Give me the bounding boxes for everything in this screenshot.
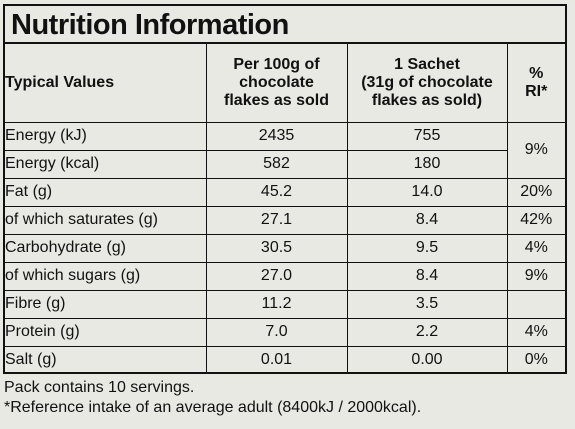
row-sachet: 8.4 — [346, 205, 508, 235]
row-per100: 27.1 — [205, 205, 348, 235]
table-row: Energy (kcal) 582 180 — [5, 149, 565, 179]
row-per100: 582 — [205, 149, 348, 179]
row-ri: 9% — [506, 261, 565, 291]
header-per-100g-line2: chocolate — [239, 73, 314, 91]
nutrition-panel: Nutrition Information Typical Values Per… — [3, 4, 567, 374]
table-row: Carbohydrate (g) 30.5 9.5 4% — [5, 233, 565, 263]
row-label: Energy (kJ) — [5, 121, 207, 151]
reference-intake-note: *Reference intake of an average adult (8… — [4, 399, 422, 416]
row-per100: 45.2 — [205, 177, 348, 207]
header-sachet-line1: 1 Sachet — [394, 55, 460, 73]
row-label: Carbohydrate (g) — [5, 233, 207, 263]
row-label: Energy (kcal) — [5, 149, 207, 179]
table-row: Protein (g) 7.0 2.2 4% — [5, 317, 565, 347]
header-sachet-line3: flakes as sold) — [371, 91, 483, 109]
table-row: of which saturates (g) 27.1 8.4 42% — [5, 205, 565, 235]
header-ri: % RI* — [506, 44, 565, 123]
footnotes: Pack contains 10 servings. *Reference in… — [4, 378, 421, 418]
row-ri: 0% — [506, 345, 565, 374]
header-per-sachet: 1 Sachet (31g of chocolate flakes as sol… — [346, 44, 508, 123]
row-per100: 7.0 — [205, 317, 348, 347]
header-per-100g-line3: flakes as sold — [224, 91, 329, 109]
row-sachet: 180 — [346, 149, 507, 179]
panel-title: Nutrition Information — [5, 6, 565, 44]
header-per-100g-line1: Per 100g of — [233, 55, 320, 73]
row-per100: 0.01 — [205, 345, 348, 374]
row-ri — [506, 289, 565, 319]
row-label: Salt (g) — [5, 345, 207, 374]
row-label: Fibre (g) — [5, 289, 207, 319]
row-per100: 30.5 — [205, 233, 348, 263]
row-sachet: 9.5 — [346, 233, 508, 263]
row-ri: 20% — [506, 177, 565, 207]
row-label: Fat (g) — [5, 177, 207, 207]
row-sachet: 0.00 — [346, 345, 508, 374]
header-ri-line1: % — [529, 64, 544, 82]
row-ri: 4% — [506, 317, 565, 347]
nutrition-table: Typical Values Per 100g of chocolate fla… — [5, 44, 565, 374]
row-label: of which sugars (g) — [5, 261, 207, 291]
table-row: Energy (kJ) 2435 755 9% — [5, 121, 565, 179]
row-ri-energy: 9% — [506, 121, 565, 179]
header-typical-values: Typical Values — [5, 44, 207, 123]
row-ri: 4% — [506, 233, 565, 263]
header-ri-line2: RI* — [525, 82, 548, 100]
row-per100: 27.0 — [205, 261, 348, 291]
table-row: Salt (g) 0.01 0.00 0% — [5, 345, 565, 374]
table-row: Fibre (g) 11.2 3.5 — [5, 289, 565, 319]
header-per-100g: Per 100g of chocolate flakes as sold — [205, 44, 348, 123]
row-ri: 42% — [506, 205, 565, 235]
row-sachet: 14.0 — [346, 177, 508, 207]
row-label: Protein (g) — [5, 317, 207, 347]
table-row: Fat (g) 45.2 14.0 20% — [5, 177, 565, 207]
servings-note: Pack contains 10 servings. — [4, 379, 195, 396]
row-sachet: 8.4 — [346, 261, 508, 291]
row-sachet: 3.5 — [346, 289, 508, 319]
header-sachet-line2: (31g of chocolate — [361, 73, 493, 91]
row-per100: 11.2 — [205, 289, 348, 319]
row-per100: 2435 — [205, 121, 348, 151]
row-sachet: 2.2 — [346, 317, 508, 347]
header-row: Typical Values Per 100g of chocolate fla… — [5, 44, 565, 123]
row-label: of which saturates (g) — [5, 205, 207, 235]
row-sachet: 755 — [346, 121, 508, 151]
table-row: of which sugars (g) 27.0 8.4 9% — [5, 261, 565, 291]
